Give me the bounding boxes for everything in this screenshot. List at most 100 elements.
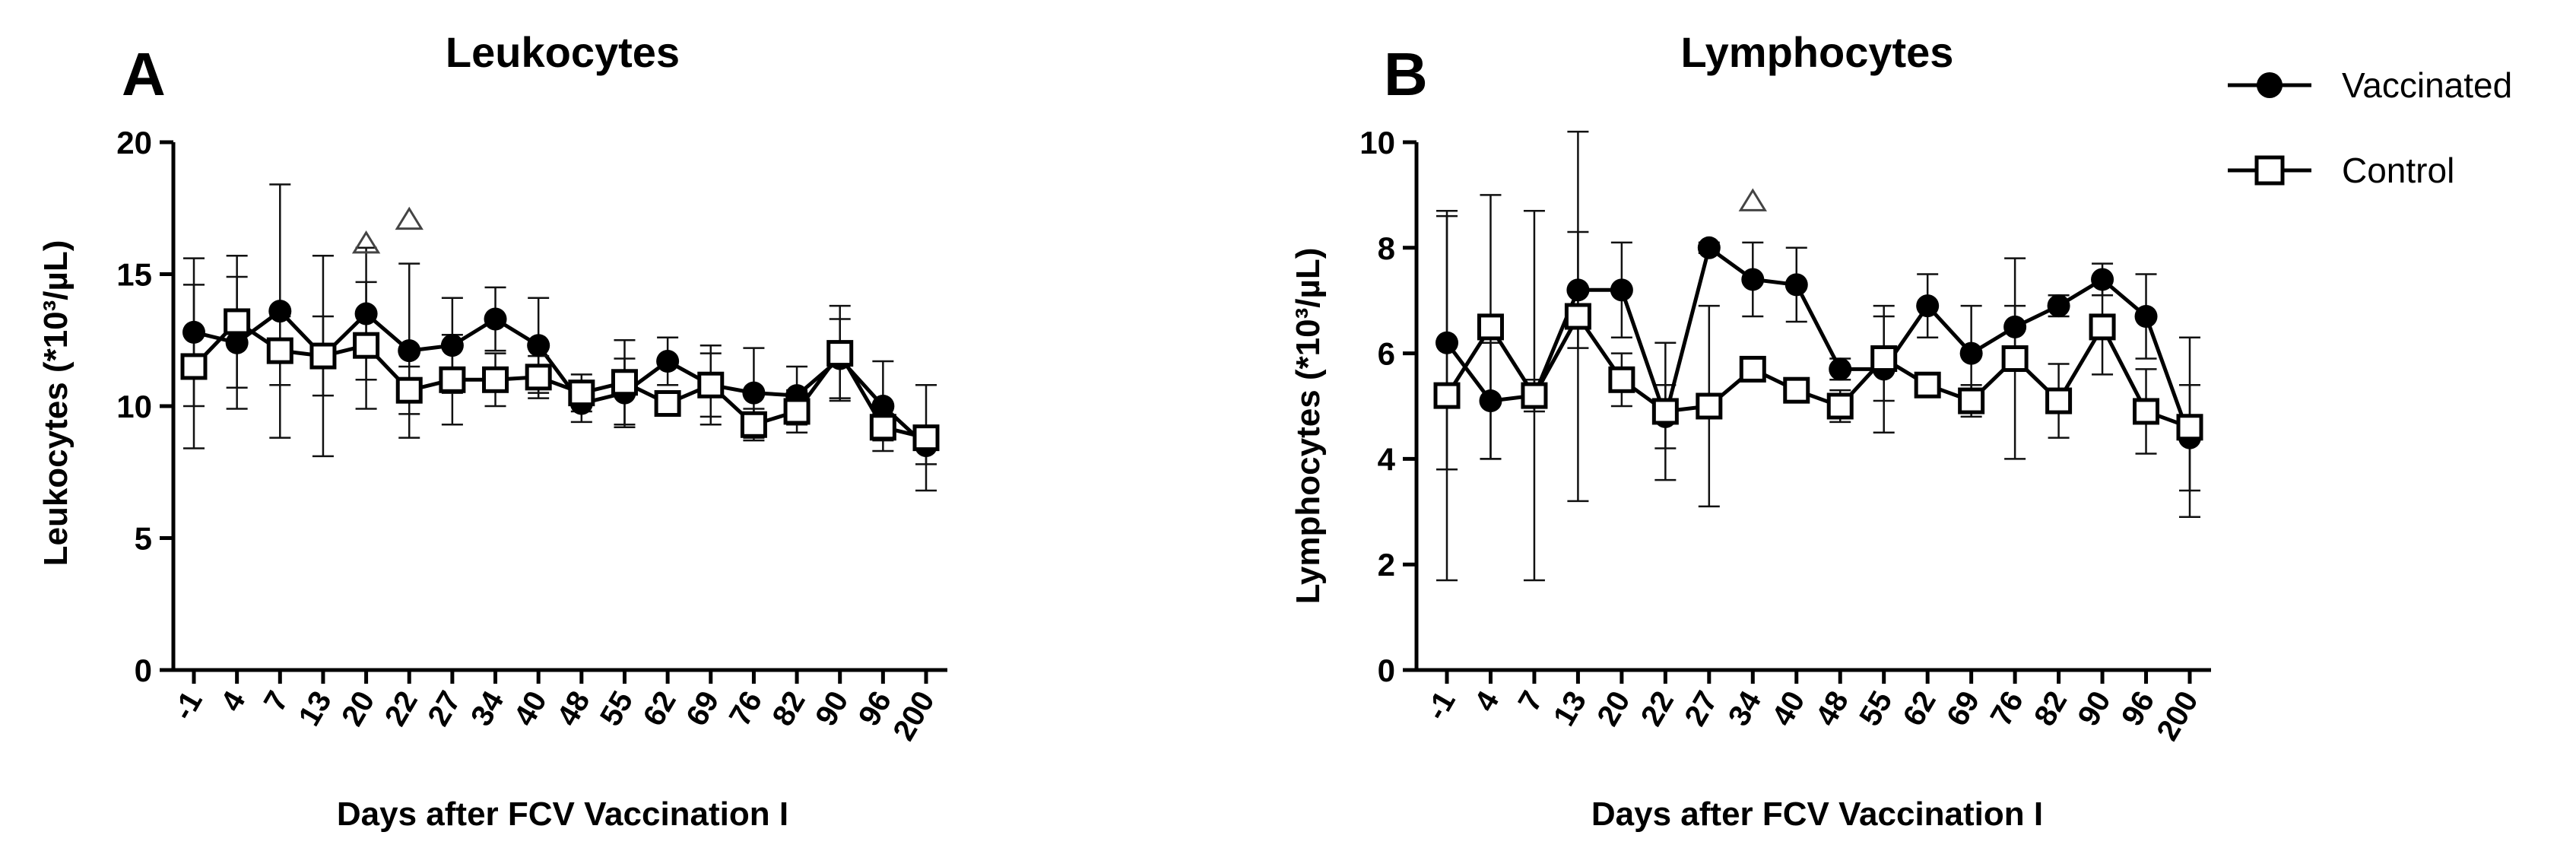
panel-b-vaccinated-point <box>1916 294 1939 317</box>
legend: Vaccinated Control <box>2228 65 2512 190</box>
panel-b-xtick-label: -1 <box>1420 686 1462 726</box>
panel-b-vaccinated-point <box>1960 342 1983 365</box>
panel-a-control-point <box>785 400 808 423</box>
figure: A Leukocytes Days after FCV Vaccination … <box>0 0 2576 867</box>
panel-b-vaccinated-point <box>2135 305 2158 328</box>
panel-a-xtick-label: 7 <box>258 686 295 717</box>
panel-b-xtick-label: 62 <box>1897 686 1943 732</box>
panel-a-control-point <box>829 342 852 365</box>
panel-a-control-point <box>871 416 894 439</box>
panel-b-vaccinated-point <box>1741 268 1764 291</box>
panel-a-control-point <box>656 392 679 415</box>
legend-control-marker <box>2257 157 2283 183</box>
panel-a-control-point <box>570 382 593 405</box>
panel-b-letter: B <box>1384 40 1428 108</box>
panel-b-vaccinated-point <box>1436 332 1458 354</box>
panel-a-vaccinated-line <box>194 311 926 446</box>
panel-b-xtick-label: 90 <box>2071 686 2117 732</box>
panel-b-ytick-label: 6 <box>1378 336 1395 372</box>
panel-a-control-point <box>527 366 550 389</box>
panel-a-xtick-label: 13 <box>292 686 338 732</box>
panel-b-control-point <box>2003 348 2026 370</box>
panel-b-xlabel: Days after FCV Vaccination I <box>1591 796 2043 833</box>
panel-b-xtick-label: 48 <box>1810 686 1855 732</box>
panel-b-ytick-label: 2 <box>1378 547 1395 583</box>
panel-b-xtick-label: 27 <box>1678 686 1724 732</box>
panel-b-xtick-label: 82 <box>2028 686 2073 732</box>
panel-a-control-point <box>398 379 420 402</box>
panel-a-vaccinated-point <box>355 303 378 326</box>
panel-a-xtick-label: 20 <box>335 686 381 732</box>
panel-b-vaccinated-point <box>1566 278 1589 301</box>
legend-vaccinated-label: Vaccinated <box>2342 65 2512 105</box>
panel-b-xtick-label: 22 <box>1635 686 1680 732</box>
panel-b-significance-triangle <box>1740 190 1765 210</box>
panel-b-xtick-label: 7 <box>1512 686 1550 717</box>
panel-b-control-point <box>1741 357 1764 380</box>
panel-b-xtick-label: 20 <box>1591 686 1636 732</box>
panel-a-control-point <box>226 310 249 333</box>
panel-a-control-point <box>915 427 937 449</box>
panel-a-vaccinated-point <box>398 339 420 362</box>
panel-b-control-point <box>2048 389 2070 412</box>
panel-a-vaccinated-point <box>484 307 507 330</box>
panel-b-xtick-label: 69 <box>1940 686 1986 732</box>
panel-b-control-point <box>1523 384 1546 407</box>
panel-b-xtick-label: 76 <box>1984 686 2030 732</box>
panel-b-ytick-label: 8 <box>1378 230 1395 266</box>
panel-a-control-point <box>312 345 335 367</box>
panel-a-xtick-label: 34 <box>465 685 511 732</box>
panel-a-xtick-label: 62 <box>637 686 683 732</box>
panel-b-vaccinated-line <box>1447 248 2190 438</box>
panel-a-vaccinated-point <box>742 382 765 405</box>
legend-vaccinated-marker <box>2257 72 2283 98</box>
panel-a-vaccinated-point <box>441 334 464 357</box>
panel-a-xtick-label: -1 <box>167 686 209 726</box>
panel-b-vaccinated-point <box>1785 273 1808 296</box>
panel-a-xtick-label: 48 <box>550 686 596 732</box>
panel-a-title: Leukocytes <box>446 28 680 76</box>
panel-b-ytick-label: 0 <box>1378 653 1395 688</box>
panel-a-xtick-label: 4 <box>214 685 252 717</box>
panel-b-vaccinated-point <box>2048 294 2070 317</box>
panel-b-control-point <box>1960 389 1983 412</box>
panel-b-vaccinated-point <box>1829 357 1851 380</box>
panel-b-control-point <box>1873 348 1896 370</box>
panel-a-vaccinated-point <box>268 300 291 322</box>
panel-b-control-point <box>2178 416 2201 439</box>
panel-b-vaccinated-point <box>1610 278 1633 301</box>
panel-a-ytick-label: 0 <box>135 653 152 688</box>
panel-b-xtick-label: 55 <box>1853 686 1899 732</box>
panel-a-xtick-label: 40 <box>508 686 554 732</box>
panel-a-control-point <box>742 413 765 436</box>
panel-b-control-point <box>1436 384 1458 407</box>
panel-a-xtick-label: 82 <box>766 686 811 732</box>
panel-a-xtick-label: 200 <box>887 686 941 747</box>
panel-a-xtick-label: 27 <box>421 686 467 732</box>
panel-b-ytick-label: 4 <box>1378 441 1396 477</box>
panel-b-control-point <box>1566 305 1589 328</box>
panel-b-xtick-label: 40 <box>1765 686 1811 732</box>
panel-b-xtick-label: 4 <box>1468 685 1506 717</box>
panel-a-control-point <box>182 355 205 378</box>
panel-a-control-point <box>441 368 464 391</box>
panel-b-vaccinated-point <box>1479 389 1502 412</box>
panel-a-ytick-label: 5 <box>135 521 152 557</box>
panel-a-significance-triangle <box>397 209 421 229</box>
panel-a-vaccinated-point <box>527 334 550 357</box>
legend-control-label: Control <box>2342 151 2454 190</box>
panel-a-ylabel: Leukocytes (*10³/µL) <box>37 240 75 567</box>
panel-b-xtick-label: 200 <box>2150 686 2204 747</box>
panel-a-control-point <box>613 371 636 394</box>
panel-b-control-point <box>2135 400 2158 423</box>
panel-a-control-point <box>355 334 378 357</box>
panel-b-control-point <box>1698 395 1721 418</box>
panel-a-ytick-label: 10 <box>116 389 152 424</box>
panel-a-letter: A <box>122 40 166 108</box>
panel-a-xtick-label: 55 <box>594 686 639 732</box>
panel-b-ylabel: Lymphocytes (*10³/µL) <box>1290 248 1327 605</box>
panel-a-ytick-label: 15 <box>116 257 152 293</box>
panel-b-xtick-label: 34 <box>1722 685 1769 732</box>
